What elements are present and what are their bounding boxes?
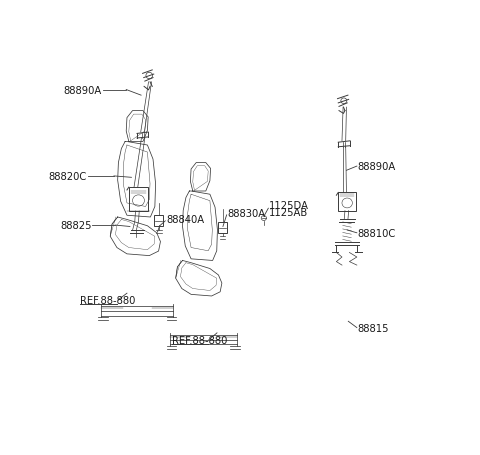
Text: 88825: 88825 — [60, 221, 92, 231]
Text: 88890A: 88890A — [64, 86, 102, 96]
Text: 88820C: 88820C — [48, 172, 87, 182]
Bar — [218, 223, 228, 233]
Bar — [129, 188, 148, 212]
Bar — [154, 216, 163, 227]
Text: 88815: 88815 — [358, 323, 389, 333]
Text: 1125DA: 1125DA — [269, 200, 309, 210]
Text: 88840A: 88840A — [166, 215, 204, 225]
Text: REF.88-880: REF.88-880 — [172, 335, 227, 345]
Bar — [338, 193, 356, 211]
Text: REF.88-880: REF.88-880 — [81, 296, 136, 306]
Text: 1125AB: 1125AB — [269, 207, 308, 217]
Text: 88890A: 88890A — [358, 162, 396, 172]
Text: 88830A: 88830A — [228, 209, 265, 219]
Text: 88810C: 88810C — [358, 228, 396, 238]
